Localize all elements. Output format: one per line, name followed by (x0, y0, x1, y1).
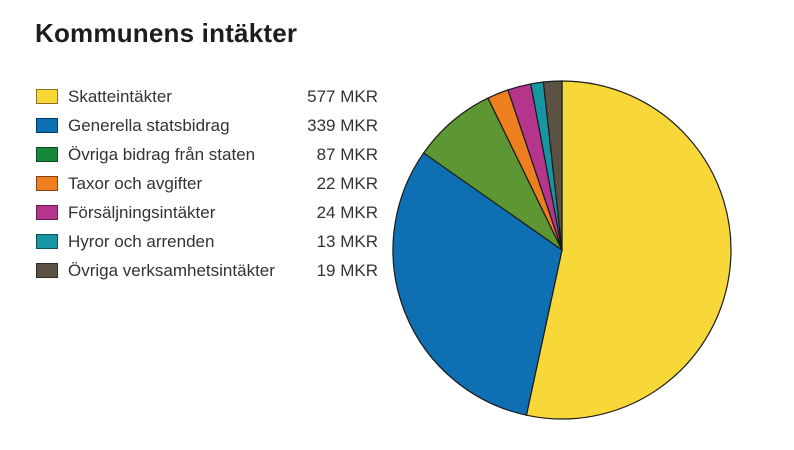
legend-value: 577 MKR (307, 86, 378, 106)
pie-chart (392, 80, 732, 420)
legend-value: 87 MKR (316, 144, 378, 164)
legend-value: 13 MKR (316, 231, 378, 251)
legend-swatch-generella-statsbidrag (36, 118, 58, 133)
legend-swatch-ovriga-bidrag-fran-staten (36, 147, 58, 162)
legend-label: Hyror och arrenden (68, 231, 215, 251)
legend-item-skatteintakter: Skatteintäkter 577 MKR (36, 82, 378, 111)
legend-item-ovriga-bidrag-fran-staten: Övriga bidrag från staten 87 MKR (36, 140, 378, 169)
legend-label: Övriga bidrag från staten (68, 144, 256, 164)
legend-item-forsaljningsintakter: Försäljningsintäkter 24 MKR (36, 198, 378, 227)
legend-value: 24 MKR (316, 202, 378, 222)
legend-item-taxor-och-avgifter: Taxor och avgifter 22 MKR (36, 169, 378, 198)
legend-swatch-skatteintakter (36, 89, 58, 104)
legend-value: 339 MKR (307, 115, 378, 135)
legend-label: Skatteintäkter (68, 86, 172, 106)
legend-swatch-hyror-och-arrenden (36, 234, 58, 249)
pie-slice-6 (542, 80, 563, 251)
legend-value: 19 MKR (316, 260, 378, 280)
legend-swatch-ovriga-verksamhetsintakter (36, 263, 58, 278)
legend-label: Generella statsbidrag (68, 115, 230, 135)
legend-item-generella-statsbidrag: Generella statsbidrag 339 MKR (36, 111, 378, 140)
pie-slice-0 (525, 80, 732, 420)
legend-swatch-taxor-och-avgifter (36, 176, 58, 191)
page-title: Kommunens intäkter (35, 18, 298, 48)
legend-label: Övriga verksamhetsintäkter (68, 260, 275, 280)
pie-slice-1 (392, 152, 563, 416)
legend-swatch-forsaljningsintakter (36, 205, 58, 220)
legend-label: Försäljningsintäkter (68, 202, 216, 222)
legend-value: 22 MKR (316, 173, 378, 193)
legend-item-hyror-och-arrenden: Hyror och arrenden 13 MKR (36, 227, 378, 256)
legend-item-ovriga-verksamhetsintakter: Övriga verksamhetsintäkter 19 MKR (36, 256, 378, 285)
chart-legend: Skatteintäkter 577 MKR Generella statsbi… (36, 82, 378, 285)
legend-label: Taxor och avgifter (68, 173, 203, 193)
pie-chart-container (391, 79, 733, 421)
